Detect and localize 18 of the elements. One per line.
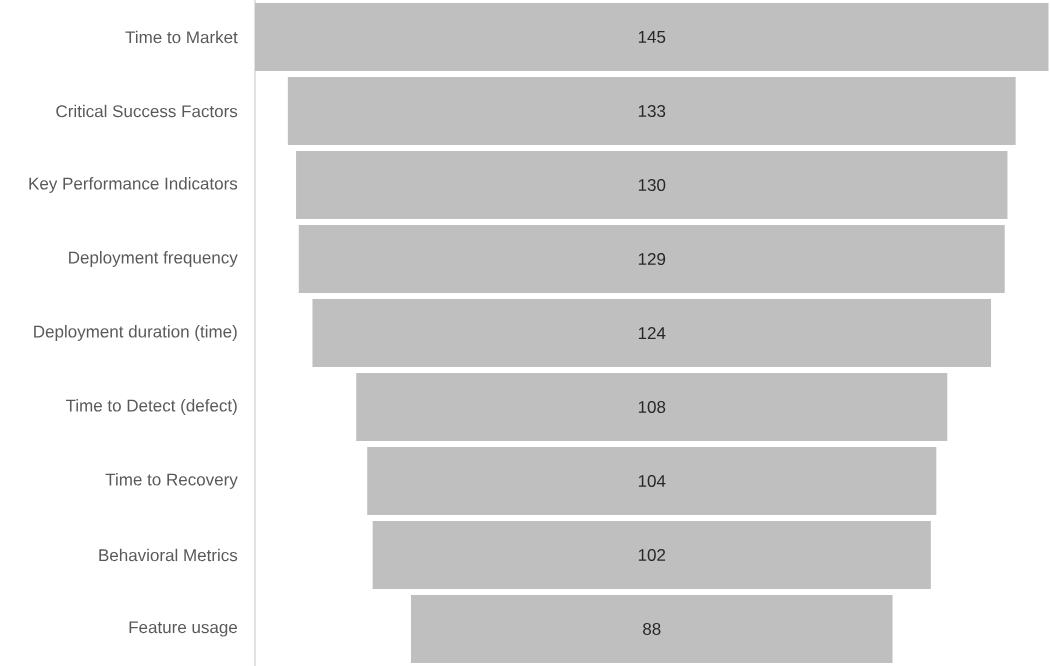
data-label: 145 bbox=[638, 31, 666, 43]
data-label: 124 bbox=[638, 327, 666, 339]
category-label: Feature usage bbox=[129, 621, 238, 637]
data-label: 133 bbox=[638, 104, 666, 118]
data-label: 102 bbox=[638, 548, 666, 562]
category-label: Behavioral Metrics bbox=[99, 548, 238, 562]
data-label: 130 bbox=[638, 178, 666, 192]
data-label: 104 bbox=[638, 474, 666, 488]
category-label: Deployment duration (time) bbox=[34, 325, 237, 341]
category-label: Key Performance Indicators bbox=[29, 177, 238, 193]
data-label: 129 bbox=[638, 252, 666, 266]
category-label: Time to Recovery bbox=[105, 473, 238, 489]
category-label: Time to Market bbox=[125, 30, 238, 44]
category-label: Critical Success Factors bbox=[56, 104, 238, 118]
data-label: 108 bbox=[638, 400, 666, 414]
category-label: Deployment frequency bbox=[69, 251, 238, 267]
data-label: 88 bbox=[643, 622, 661, 636]
category-label: Time to Detect (defect) bbox=[65, 399, 237, 415]
